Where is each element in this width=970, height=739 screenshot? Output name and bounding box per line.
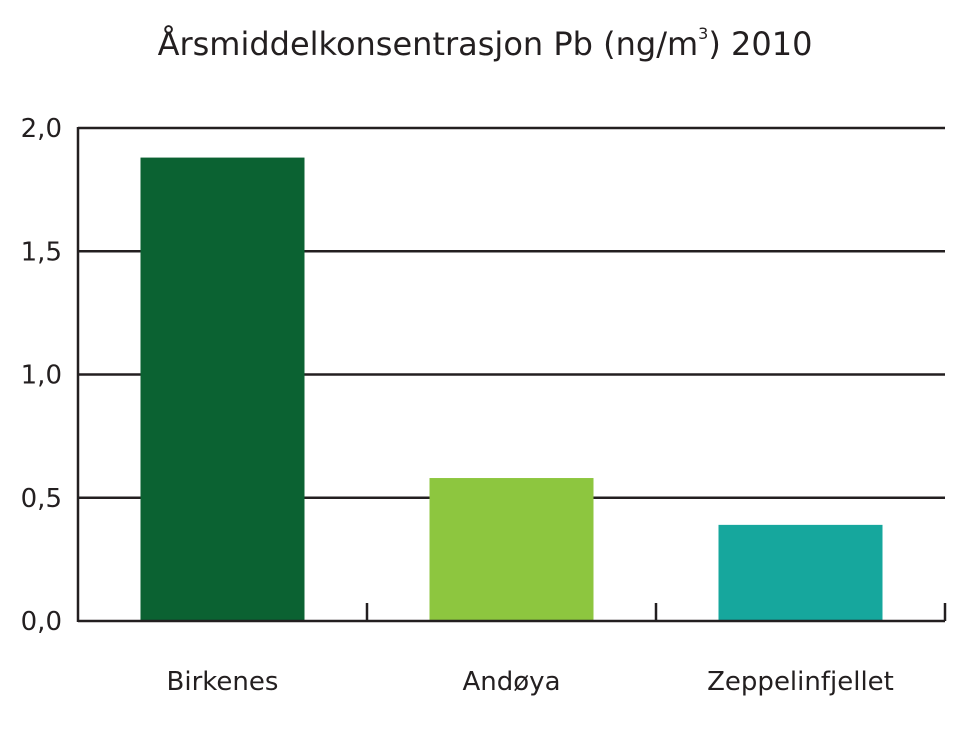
chart-title-end: ) 2010 [708,25,813,63]
y-tick-label: 0,0 [21,607,62,637]
chart-title: Årsmiddelkonsentrasjon Pb (ng/m3) 2010 [0,22,970,66]
bar-andøya [429,478,594,621]
chart-title-main: Årsmiddelkonsentrasjon Pb (ng/m [157,25,699,63]
chart-title-superscript: 3 [698,24,709,43]
y-tick-labels: 0,0 0,5 1,0 1,5 2,0 [21,114,62,637]
category-label: Birkenes [167,667,279,697]
bar-zeppelinfjellet [718,524,883,621]
y-tick-label: 0,5 [21,484,62,514]
bar-birkenes [140,157,305,621]
category-labels: Birkenes Andøya Zeppelinfjellet [167,667,894,697]
y-tick-label: 1,5 [21,237,62,267]
y-tick-label: 2,0 [21,114,62,144]
category-label: Andøya [463,667,561,697]
category-label: Zeppelinfjellet [707,667,894,697]
y-tick-label: 1,0 [21,361,62,391]
bars [140,157,883,621]
axes [76,127,947,623]
